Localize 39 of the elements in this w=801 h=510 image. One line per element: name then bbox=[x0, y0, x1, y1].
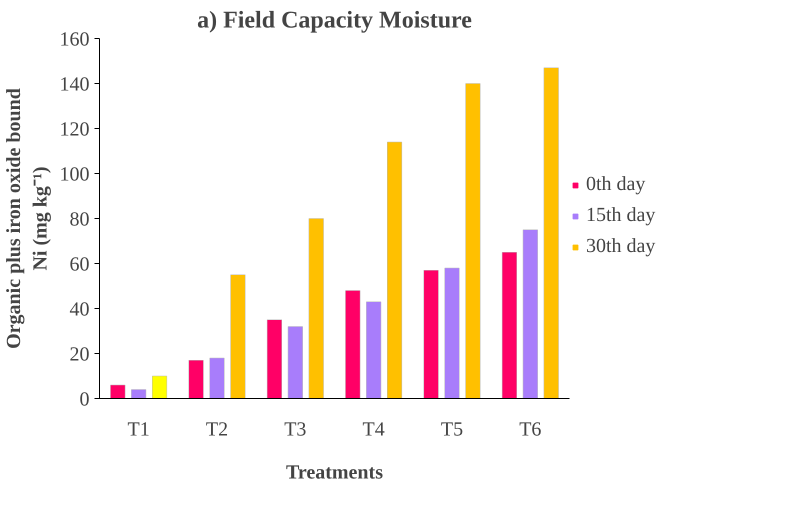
x-tick-label: T4 bbox=[362, 418, 385, 440]
y-tick-label: 20 bbox=[70, 344, 90, 366]
y-axis-title: Organic plus iron oxide bound Ni (mg kg⁻¹) bbox=[3, 88, 52, 349]
x-tick-label: T6 bbox=[519, 418, 542, 440]
bar bbox=[188, 360, 204, 398]
bar bbox=[110, 384, 126, 398]
y-tick-label: 120 bbox=[60, 118, 90, 140]
legend-label: 30th day bbox=[586, 235, 656, 258]
bar bbox=[308, 218, 324, 398]
legend-label: 0th day bbox=[586, 173, 646, 196]
bar bbox=[544, 68, 559, 398]
y-tick-label: 40 bbox=[70, 298, 90, 320]
x-tick-label: T1 bbox=[128, 418, 150, 440]
bar bbox=[152, 376, 168, 398]
bar bbox=[424, 270, 439, 398]
bar bbox=[131, 389, 146, 398]
x-tick-label: T3 bbox=[284, 418, 306, 440]
x-axis-title: Treatments bbox=[286, 462, 384, 484]
y-tick-label: 140 bbox=[60, 74, 90, 96]
bar bbox=[522, 230, 538, 398]
x-tick-label: T2 bbox=[206, 418, 228, 440]
y-tick-label: 160 bbox=[60, 28, 90, 50]
bar bbox=[444, 268, 460, 398]
y-tick-label: 0 bbox=[80, 388, 90, 410]
y-tick-label: 100 bbox=[60, 164, 90, 186]
bar bbox=[465, 83, 480, 398]
y-tick-label: 60 bbox=[70, 254, 90, 276]
y-tick-label: 80 bbox=[70, 208, 90, 230]
bar bbox=[230, 274, 246, 398]
bar bbox=[209, 358, 225, 398]
bar bbox=[345, 290, 360, 398]
bar bbox=[288, 326, 303, 398]
x-tick-label: T5 bbox=[440, 418, 464, 440]
bar bbox=[266, 320, 282, 398]
chart-title: a) Field Capacity Moisture bbox=[197, 8, 472, 34]
bar bbox=[386, 142, 402, 398]
bar bbox=[502, 252, 518, 398]
bar bbox=[366, 302, 382, 398]
legend-label: 15th day bbox=[586, 204, 656, 227]
